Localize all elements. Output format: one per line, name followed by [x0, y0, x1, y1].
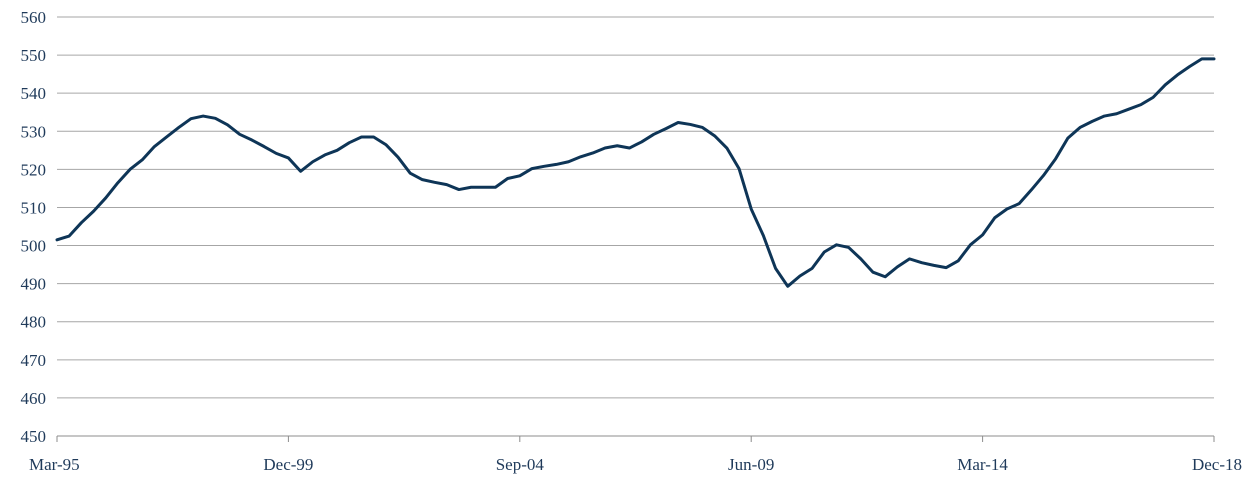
- gridlines: [57, 16, 1214, 399]
- y-tick-label: 470: [21, 351, 47, 370]
- y-tick-label: 450: [21, 427, 47, 446]
- x-tick-label: Sep-04: [496, 455, 545, 474]
- y-tick-label: 480: [21, 313, 47, 332]
- x-tick-label: Mar-14: [957, 455, 1008, 474]
- y-tick-label: 540: [21, 84, 47, 103]
- x-tick-label: Dec-18: [1192, 455, 1242, 474]
- x-tick-label: Mar-95: [29, 455, 80, 474]
- y-tick-label: 530: [21, 122, 47, 141]
- series-line: [55, 57, 1216, 288]
- x-tick-label: Dec-99: [263, 455, 313, 474]
- y-tick-label: 460: [21, 389, 47, 408]
- y-tick-label: 510: [21, 198, 47, 217]
- x-axis-labels: Mar-95 Dec-99 Sep-04 Jun-09 Mar-14 Dec-18: [29, 455, 1242, 474]
- y-tick-label: 520: [21, 160, 47, 179]
- y-tick-label: 560: [21, 8, 47, 27]
- y-axis-labels: 450 460 470 480 490 500 510 520 530 540 550 560: [21, 8, 47, 446]
- x-tick-label: Jun-09: [728, 455, 774, 474]
- y-tick-label: 550: [21, 46, 47, 65]
- x-axis-ticks: [56, 436, 1215, 442]
- y-tick-label: 500: [21, 237, 47, 256]
- y-tick-label: 490: [21, 275, 47, 294]
